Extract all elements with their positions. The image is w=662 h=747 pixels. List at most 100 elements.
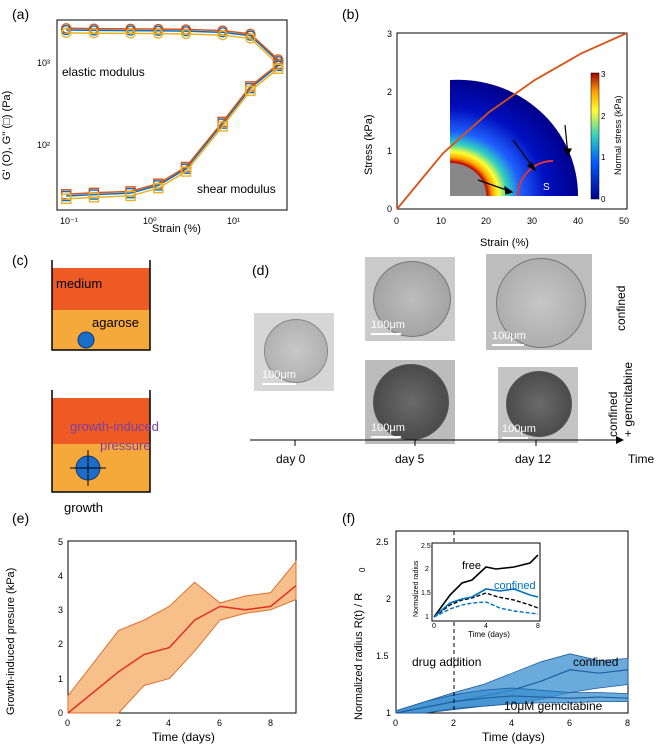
f-xtick-4: 8: [625, 718, 630, 728]
colorbar: [590, 72, 600, 200]
e-xtick-4: 8: [268, 718, 273, 728]
panel-label-e: (e): [12, 510, 30, 526]
a-marker-circle: [88, 28, 100, 39]
panel-d-axes: day 0 day 5 day 12 Time confined confine…: [250, 286, 655, 466]
f-mean-line-1: [395, 695, 629, 714]
e-ytick-1: 1: [58, 674, 63, 684]
d-row2-label-b: + gemcitabine: [621, 362, 635, 437]
panel-a-xlabel: Strain (%): [152, 223, 201, 235]
panel-f-xlabel: Time (days): [482, 730, 545, 744]
panel-e-ylabel: Growth-induced presure (kPa): [5, 568, 17, 715]
a-marker-square: [153, 182, 164, 194]
panel-a-xtick-1: 10⁰: [143, 216, 157, 226]
cbar-tick-3: 3: [601, 70, 606, 79]
panel-e-xlabel: Time (days): [152, 730, 215, 744]
f-ytick-2: 2: [386, 594, 391, 604]
b-xtick-0: 0: [394, 216, 399, 226]
e-xtick-2: 4: [166, 718, 171, 728]
f-inset-xlabel: Time (days): [468, 630, 510, 639]
micro-day0: 100μm: [254, 313, 334, 391]
cbar-label: Normal stress (kPa): [613, 95, 623, 175]
a-marker-square: [88, 192, 100, 203]
cbar-tick-1: 1: [601, 153, 606, 162]
c-growth-label: growth: [64, 500, 103, 515]
f-inset-xtick-1: 4: [484, 623, 488, 630]
e-ytick-3: 3: [58, 605, 63, 615]
panel-f-ylabel: Normalized radius R(t) / R: [353, 593, 365, 720]
micro-day5-confined: 100μm: [365, 257, 455, 341]
e-xtick-3: 6: [217, 718, 222, 728]
a-marker-square: [245, 85, 256, 97]
b-xtick-1: 10: [436, 216, 446, 226]
panel-a-ytick-0: 10²: [37, 140, 50, 150]
panel-e-chart: Growth-induced presure (kPa) Time (days)…: [5, 537, 297, 744]
b-ytick-0: 0: [387, 204, 392, 214]
f-inset-confined: confined: [494, 580, 536, 592]
a-marker-square: [180, 166, 192, 177]
panel-f-ylabel-sub: 0: [358, 567, 367, 572]
f-inset-frame: [431, 542, 541, 622]
a-marker-circle: [61, 23, 72, 34]
c-pressure-label-2: pressure: [100, 438, 151, 453]
b-xtick-2: 20: [481, 216, 491, 226]
scale-day5-confined: 100μm: [371, 319, 405, 331]
f-xtick-2: 4: [509, 718, 514, 728]
panel-label-f: (f): [342, 510, 356, 526]
e-band: [67, 560, 297, 714]
panel-b-chart: 0 1 2 3 Normal stress (kPa) S Stress (kP…: [363, 29, 629, 249]
f-inset-xtick-2: 8: [536, 623, 540, 630]
panel-label-c: (c): [12, 252, 29, 268]
panel-label-d: (d): [252, 262, 270, 278]
panel-a-elastic-annot: elastic modulus: [62, 65, 145, 79]
panel-a-ylabel: G' (O), G'' (□) (Pa): [1, 91, 13, 180]
d-time: Time: [628, 452, 655, 466]
c-medium-label: medium: [56, 276, 102, 291]
cbar-tick-0: 0: [601, 195, 606, 204]
a-marker-circle: [180, 28, 192, 40]
d-row1-label: confined: [614, 286, 628, 331]
e-xtick-0: 0: [65, 718, 70, 728]
panel-b-xlabel: Strain (%): [480, 237, 529, 249]
scale-day0: 100μm: [262, 369, 296, 381]
e-xtick-1: 2: [116, 718, 121, 728]
a-marker-square: [272, 63, 284, 74]
f-inset-ytick-3: 2.5: [421, 543, 431, 550]
a-marker-circle: [245, 33, 256, 44]
f-confined-annot: confined: [573, 655, 618, 669]
micro-day12-confined: 100μm: [486, 254, 592, 350]
d-day0: day 0: [276, 452, 306, 466]
b-ytick-2: 2: [387, 87, 392, 97]
panel-f-chart: drug addition confined 10μM gemcitabine …: [353, 530, 630, 744]
cbar-tick-2: 2: [601, 112, 606, 121]
f-inset-ytick-0: 1: [425, 614, 429, 621]
d-row2-label-a: confined: [606, 392, 620, 437]
stress-map-inset: [450, 79, 579, 196]
f-inset-ytick-2: 2: [425, 566, 429, 573]
d-day5: day 5: [395, 452, 425, 466]
panel-label-a: (a): [12, 6, 30, 22]
f-xtick-0: 0: [393, 718, 398, 728]
c-agarose-label: agarose: [92, 315, 139, 330]
e-ytick-4: 4: [58, 571, 63, 581]
a-marker-circle: [125, 28, 136, 39]
scale-day12-gem: 100μm: [502, 423, 536, 435]
c-pressure-label-1: growth-induced: [70, 419, 159, 434]
b-stress-line: [396, 32, 628, 210]
panel-a-chart: G' (O), G'' (□) (Pa) Strain (%) elastic …: [1, 19, 288, 235]
f-xtick-1: 2: [451, 718, 456, 728]
e-ytick-0: 0: [58, 708, 63, 718]
f-inset-xtick-0: 0: [432, 623, 436, 630]
f-ytick-0: 1: [386, 708, 391, 718]
panel-a-xtick-0: 10⁻¹: [60, 216, 78, 226]
f-xtick-3: 6: [567, 718, 572, 728]
a-marker-square: [217, 121, 228, 132]
a-marker-circle: [217, 29, 228, 41]
scale-day5-gem: 100μm: [371, 422, 405, 434]
panel-a-xtick-2: 10¹: [227, 216, 240, 226]
a-marker-square: [125, 190, 136, 202]
f-ytick-3: 2.5: [376, 537, 389, 547]
panel-label-b: (b): [342, 6, 360, 22]
f-inset-ylabel: Normalized radius: [413, 560, 420, 617]
f-inset-ytick-1: 1.5: [421, 590, 431, 597]
micro-day12-gem: 100μm: [498, 367, 578, 443]
